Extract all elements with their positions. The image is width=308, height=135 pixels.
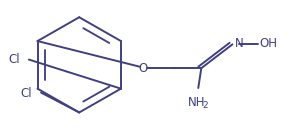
Text: N: N [235, 37, 244, 50]
Text: O: O [139, 62, 148, 75]
Text: Cl: Cl [8, 53, 20, 66]
Text: OH: OH [259, 37, 277, 50]
Text: Cl: Cl [20, 87, 32, 100]
Text: 2: 2 [202, 101, 208, 110]
Text: NH: NH [188, 96, 205, 109]
